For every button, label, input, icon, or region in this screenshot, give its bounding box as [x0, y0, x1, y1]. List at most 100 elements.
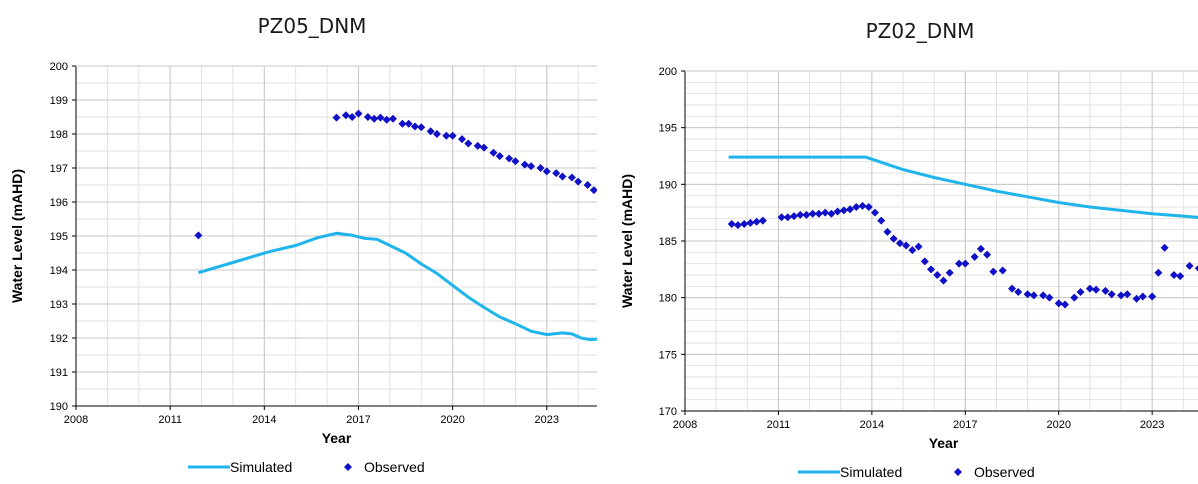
observed-point [520, 160, 529, 169]
observed-point [567, 173, 576, 182]
observed-point [574, 177, 583, 186]
y-tick-label: 190 [50, 401, 68, 413]
x-tick-label: 2011 [158, 414, 182, 426]
observed-point [758, 216, 767, 225]
observed-point [802, 210, 811, 219]
observed-point [1194, 265, 1198, 272]
observed-point [398, 119, 407, 128]
observed-point [889, 234, 898, 243]
observed-point [1138, 292, 1147, 301]
observed-point [858, 201, 867, 210]
observed-point [790, 212, 799, 221]
y-tick-label: 194 [50, 265, 68, 277]
observed-point [1092, 285, 1101, 294]
observed-point [933, 271, 942, 279]
observed-point [1101, 286, 1110, 295]
observed-point [914, 242, 923, 251]
observed-point [410, 122, 419, 131]
plot-series [727, 155, 1198, 309]
series-observed [727, 201, 1198, 309]
observed-point [489, 148, 498, 157]
legend-label-observed: Observed [364, 459, 425, 475]
observed-point [458, 135, 467, 144]
y-tick-label: 190 [659, 179, 677, 191]
observed-point [473, 141, 482, 150]
observed-point [833, 207, 842, 216]
chart-panel-pz05: PZ05_DNM 190 191 192 193 194 195 196 197 198 199 20… [9, 14, 597, 475]
y-tick-label: 175 [659, 349, 677, 361]
observed-point [852, 203, 861, 211]
series-line-simulated [197, 231, 597, 342]
chart-title: PZ02_DNM [866, 19, 975, 43]
observed-point [370, 114, 379, 123]
y-tick-label: 191 [50, 367, 68, 379]
observed-point [1045, 293, 1054, 302]
y-tick-label: 170 [659, 406, 677, 418]
y-axis-label: Water Level (mAHD) [619, 174, 635, 308]
observed-point [877, 216, 886, 225]
y-tick-label: 198 [50, 129, 68, 141]
y-tick-label: 199 [50, 95, 68, 107]
observed-point [920, 257, 929, 266]
observed-point [796, 210, 805, 219]
observed-point [970, 252, 979, 261]
observed-point [404, 119, 413, 128]
x-tick-label: 2008 [64, 414, 88, 426]
observed-point [1176, 272, 1185, 281]
observed-point [348, 113, 357, 121]
observed-point [1014, 288, 1023, 296]
x-tick-label: 2017 [953, 419, 977, 431]
x-tick-label: 2014 [860, 419, 884, 431]
observed-point [976, 244, 985, 253]
observed-point [814, 209, 823, 218]
legend-label-simulated: Simulated [840, 464, 902, 480]
observed-point [558, 172, 567, 181]
observed-point [827, 209, 836, 218]
observed-point [542, 167, 551, 176]
observed-point [752, 217, 761, 226]
observed-point [955, 259, 964, 268]
observed-point [1085, 284, 1094, 293]
legend-label-observed: Observed [974, 464, 1035, 480]
observed-point [989, 267, 998, 276]
observed-point [1070, 293, 1079, 302]
chart-pz02: PZ02_DNM 170 175 180 185 190 195 200 2008 2011 201… [619, 19, 1198, 480]
observed-point [432, 130, 441, 138]
observed-point [1029, 291, 1038, 300]
observed-point [1076, 288, 1085, 296]
y-tick-label: 200 [50, 61, 68, 73]
observed-point [939, 276, 948, 285]
observed-point [376, 113, 385, 122]
observed-point [777, 213, 786, 222]
observed-point [589, 186, 597, 195]
observed-point [417, 123, 426, 132]
observed-point [998, 266, 1007, 275]
observed-point [1169, 271, 1178, 279]
observed-point [1132, 294, 1141, 303]
chart-title: PZ05_DNM [258, 14, 367, 38]
y-tick-label: 196 [50, 197, 68, 209]
observed-point [1117, 291, 1126, 300]
x-axis-label: Year [322, 430, 352, 446]
observed-point [883, 227, 892, 236]
observed-point [511, 157, 520, 166]
x-tick-label: 2023 [535, 414, 559, 426]
observed-point [341, 111, 350, 120]
observed-point [480, 143, 489, 152]
x-tick-label: 2020 [1046, 419, 1070, 431]
observed-point [552, 169, 561, 178]
observed-point [1107, 290, 1116, 299]
observed-point [536, 164, 545, 172]
observed-point [839, 206, 848, 215]
x-tick-label: 2008 [673, 419, 697, 431]
observed-point [448, 131, 457, 140]
observed-point [442, 131, 451, 140]
y-tick-label: 193 [50, 299, 68, 311]
observed-point [927, 265, 936, 274]
y-tick-label: 200 [659, 66, 677, 78]
observed-point [426, 127, 435, 136]
series-observed [194, 109, 597, 240]
observed-point [363, 113, 372, 121]
observed-point [808, 209, 817, 218]
y-tick-label: 192 [50, 333, 68, 345]
